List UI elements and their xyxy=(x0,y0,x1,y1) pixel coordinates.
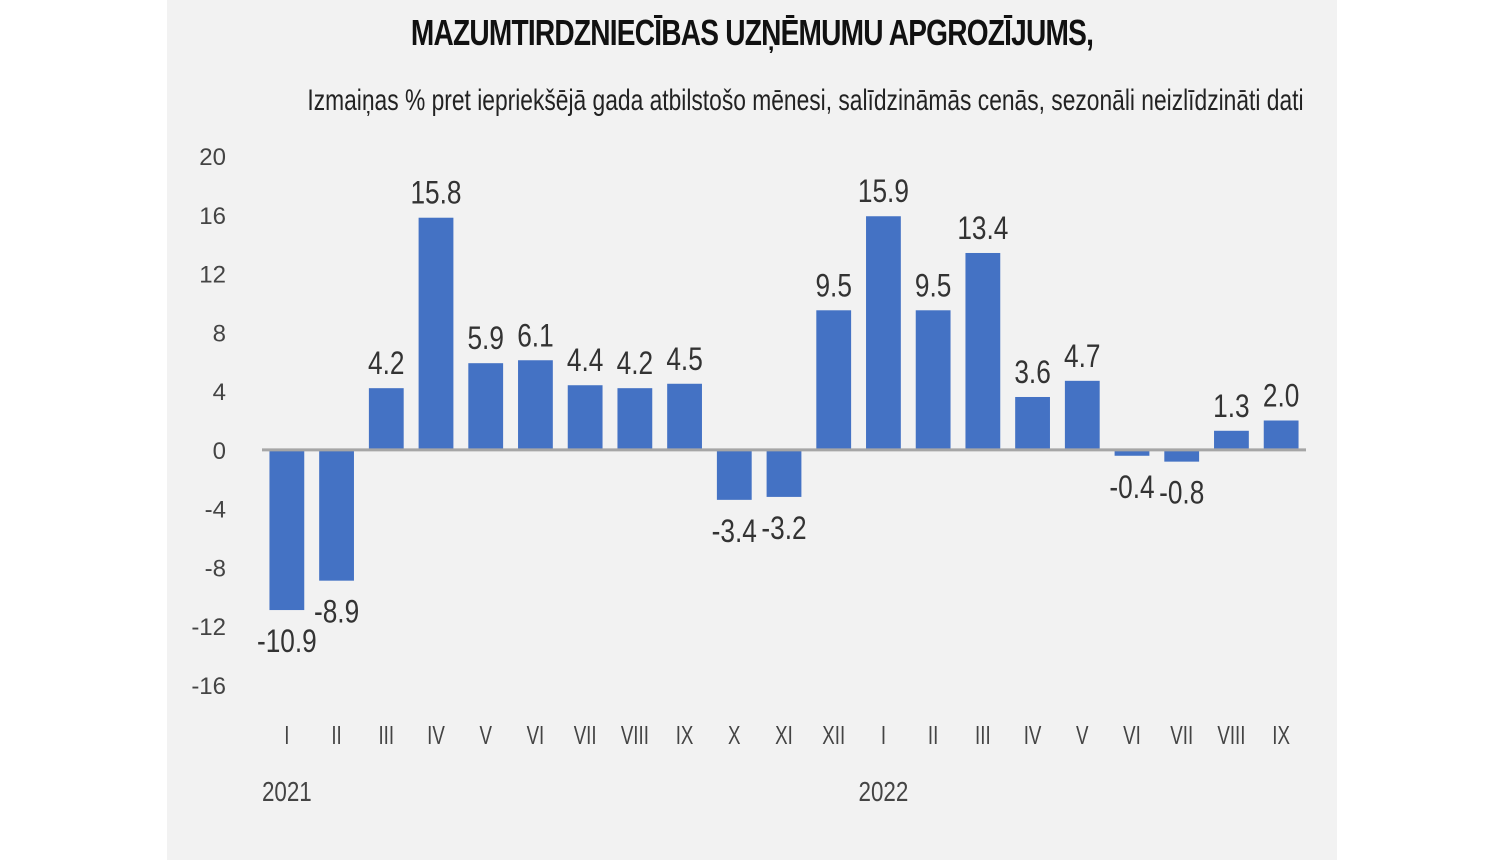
data-label: -0.8 xyxy=(1159,476,1204,511)
x-tick-label: X xyxy=(728,720,740,750)
bar xyxy=(1064,380,1100,450)
x-tick-label: VIII xyxy=(1217,720,1245,750)
data-label: 9.5 xyxy=(815,269,851,304)
x-tick-label: III xyxy=(975,720,991,750)
bar xyxy=(766,449,802,497)
bar xyxy=(1214,430,1249,450)
x-tick-label: VII xyxy=(574,720,597,750)
y-tick-label: 12 xyxy=(199,262,226,289)
y-tick-label: 0 xyxy=(213,438,226,465)
x-tick-label: IX xyxy=(676,720,694,750)
bar xyxy=(567,385,603,450)
data-label: 13.4 xyxy=(957,212,1008,247)
data-label: 9.5 xyxy=(915,269,951,304)
chart-subtitle: Izmaiņas % pret iepriekšējā gada atbilst… xyxy=(307,84,1304,117)
x-tick-label: I xyxy=(881,720,886,750)
x-tick-label: II xyxy=(331,720,341,750)
data-label: 1.3 xyxy=(1213,389,1249,424)
y-tick-label: -12 xyxy=(191,614,226,641)
data-label: 3.6 xyxy=(1014,356,1050,391)
x-tick-label: V xyxy=(1076,720,1088,750)
bar xyxy=(667,383,702,450)
x-tick-label: III xyxy=(378,720,394,750)
y-tick-label: 4 xyxy=(213,379,226,406)
y-tick-label: -16 xyxy=(191,673,226,700)
bar xyxy=(1015,396,1050,450)
data-label: 15.9 xyxy=(858,175,909,210)
data-label: 4.4 xyxy=(567,344,603,379)
x-tick-label: IX xyxy=(1272,720,1290,750)
x-tick-label: XII xyxy=(822,720,845,750)
data-label: -0.4 xyxy=(1109,470,1154,505)
bar xyxy=(965,252,1001,450)
x-tick-label: II xyxy=(928,720,938,750)
bar xyxy=(269,449,305,611)
bar xyxy=(368,388,404,450)
year-label: 2021 xyxy=(262,777,312,808)
bar xyxy=(319,449,354,581)
y-tick-label: 20 xyxy=(199,144,226,171)
data-label: -10.9 xyxy=(257,625,317,660)
y-tick-label: -8 xyxy=(205,555,226,582)
data-label: 4.2 xyxy=(368,347,404,382)
data-label: -3.4 xyxy=(712,515,757,550)
chart-title: MAZUMTIRDZNIECĪBAS UZŅĒMUMU APGROZĪJUMS, xyxy=(410,12,1094,53)
bar xyxy=(816,310,852,450)
data-label: 15.8 xyxy=(410,176,461,211)
data-label: 6.1 xyxy=(517,319,553,354)
x-tick-label: VII xyxy=(1170,720,1193,750)
bar xyxy=(418,217,454,450)
data-label: 4.2 xyxy=(617,347,653,382)
data-label: 5.9 xyxy=(467,322,503,357)
x-tick-label: V xyxy=(479,720,491,750)
data-label: -8.9 xyxy=(314,595,359,630)
bar xyxy=(1114,449,1150,456)
data-label: 4.5 xyxy=(666,342,702,377)
x-tick-label: XI xyxy=(775,720,793,750)
data-label: -3.2 xyxy=(761,512,806,547)
y-tick-label: -4 xyxy=(205,497,226,524)
bar xyxy=(866,216,901,450)
bar xyxy=(1263,420,1299,450)
bar xyxy=(716,449,752,500)
bar xyxy=(915,310,951,450)
x-tick-label: VI xyxy=(527,720,545,750)
x-tick-label: IV xyxy=(427,720,445,750)
y-tick-label: 8 xyxy=(213,320,226,347)
bar xyxy=(617,388,653,450)
data-label: 2.0 xyxy=(1263,379,1299,414)
data-label: 4.7 xyxy=(1064,339,1100,374)
chart-panel: MAZUMTIRDZNIECĪBAS UZŅĒMUMU APGROZĪJUMS,… xyxy=(167,0,1337,860)
bar xyxy=(1164,449,1200,462)
year-label: 2022 xyxy=(859,777,909,808)
bar xyxy=(518,360,553,450)
y-tick-label: 16 xyxy=(199,203,226,230)
x-tick-label: VIII xyxy=(621,720,649,750)
x-tick-label: I xyxy=(284,720,289,750)
x-tick-label: VI xyxy=(1123,720,1141,750)
bar xyxy=(468,363,504,450)
x-tick-label: IV xyxy=(1024,720,1042,750)
